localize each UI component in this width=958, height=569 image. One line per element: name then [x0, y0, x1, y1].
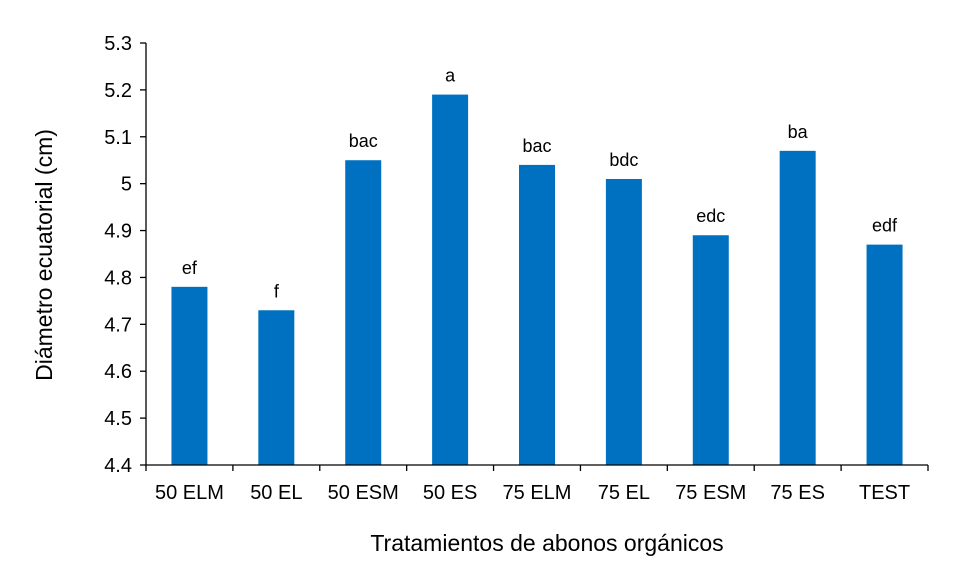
x-category-label: 75 ELM: [503, 482, 572, 504]
y-tick-label: 5.1: [104, 127, 132, 149]
bar-data-label: a: [445, 66, 456, 86]
bar-data-label: edf: [872, 216, 898, 236]
y-tick-label: 4.5: [104, 408, 132, 430]
bars-group: [171, 94, 903, 466]
bar: [432, 94, 469, 466]
bar: [171, 286, 208, 465]
bar: [345, 160, 382, 465]
bar-data-label: ba: [788, 122, 809, 142]
bar: [779, 150, 816, 465]
bar-data-label: bac: [349, 131, 378, 151]
x-category-label: TEST: [859, 482, 910, 504]
bar-data-label: edc: [696, 206, 725, 226]
bar: [258, 310, 295, 465]
bar: [692, 235, 729, 465]
x-category-label: 75 ESM: [675, 482, 746, 504]
y-tick-label: 4.4: [104, 455, 132, 477]
x-category-label: 50 EL: [250, 482, 302, 504]
y-tick-label: 4.9: [104, 221, 132, 243]
y-axis-title: Diámetro ecuatorial (cm): [31, 129, 57, 381]
bar: [519, 164, 555, 465]
y-axis-ticks: 4.4 4.5 4.6 4.7 4.8 4.9 5 5.1 5.2 5.3: [104, 33, 146, 477]
x-category-label: 50 ELM: [155, 482, 224, 504]
bar: [866, 244, 903, 465]
y-tick-label: 4.6: [104, 361, 132, 383]
y-tick-label: 4.8: [104, 267, 132, 289]
x-category-label: 75 ES: [770, 482, 824, 504]
x-category-label: 50 ES: [423, 482, 477, 504]
bar: [605, 178, 642, 465]
x-category-label: 75 EL: [598, 482, 650, 504]
y-tick-label: 5.2: [104, 80, 132, 102]
data-labels-group: ef f bac a bac bdc edc ba edf: [182, 66, 898, 302]
x-category-label: 50 ESM: [328, 482, 399, 504]
y-tick-label: 4.7: [104, 314, 132, 336]
bar-data-label: bdc: [609, 150, 638, 170]
x-axis-title: Tratamientos de abonos orgánicos: [370, 530, 723, 556]
bar-data-label: ef: [182, 258, 198, 278]
bar-data-label: bac: [522, 136, 551, 156]
y-tick-label: 5.3: [104, 33, 132, 55]
y-tick-label: 5: [121, 174, 132, 196]
x-axis-ticks: 50 ELM 50 EL 50 ESM 50 ES 75 ELM 75 EL 75 ESM 7…: [145, 465, 929, 504]
bar-data-label: f: [274, 281, 280, 301]
